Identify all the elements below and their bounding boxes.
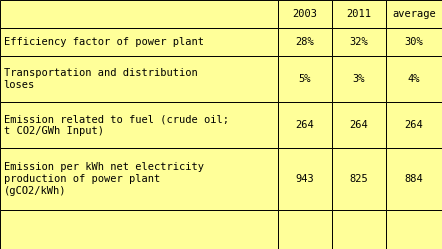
Text: 264: 264 — [296, 120, 314, 130]
Bar — [332, 0, 386, 28]
Bar — [278, 210, 332, 249]
Text: Transportation and distribution
loses: Transportation and distribution loses — [4, 68, 197, 90]
Bar — [0, 148, 278, 210]
Bar — [386, 28, 442, 56]
Text: 5%: 5% — [299, 74, 311, 84]
Bar — [0, 28, 278, 56]
Text: average: average — [392, 9, 436, 19]
Text: 264: 264 — [350, 120, 368, 130]
Text: 28%: 28% — [296, 37, 314, 47]
Bar — [332, 28, 386, 56]
Text: 30%: 30% — [404, 37, 423, 47]
Text: Efficiency factor of power plant: Efficiency factor of power plant — [4, 37, 203, 47]
Bar — [386, 56, 442, 102]
Bar — [0, 210, 278, 249]
Bar — [386, 210, 442, 249]
Text: 2003: 2003 — [293, 9, 317, 19]
Text: 264: 264 — [404, 120, 423, 130]
Text: Emission related to fuel (crude oil;
t CO2/GWh Input): Emission related to fuel (crude oil; t C… — [4, 114, 229, 136]
Bar — [332, 102, 386, 148]
Text: Emission per kWh net electricity
production of power plant
(gCO2/kWh): Emission per kWh net electricity product… — [4, 162, 203, 196]
Bar — [278, 102, 332, 148]
Bar — [0, 0, 278, 28]
Text: 2011: 2011 — [347, 9, 371, 19]
Text: 943: 943 — [296, 174, 314, 184]
Bar — [0, 56, 278, 102]
Text: 884: 884 — [404, 174, 423, 184]
Bar — [332, 210, 386, 249]
Bar — [278, 148, 332, 210]
Bar — [278, 28, 332, 56]
Text: 4%: 4% — [408, 74, 420, 84]
Text: 825: 825 — [350, 174, 368, 184]
Bar — [278, 56, 332, 102]
Text: 3%: 3% — [353, 74, 365, 84]
Bar — [332, 56, 386, 102]
Bar — [386, 0, 442, 28]
Bar — [386, 102, 442, 148]
Bar — [332, 148, 386, 210]
Bar — [0, 102, 278, 148]
Text: 32%: 32% — [350, 37, 368, 47]
Bar — [278, 0, 332, 28]
Bar — [386, 148, 442, 210]
